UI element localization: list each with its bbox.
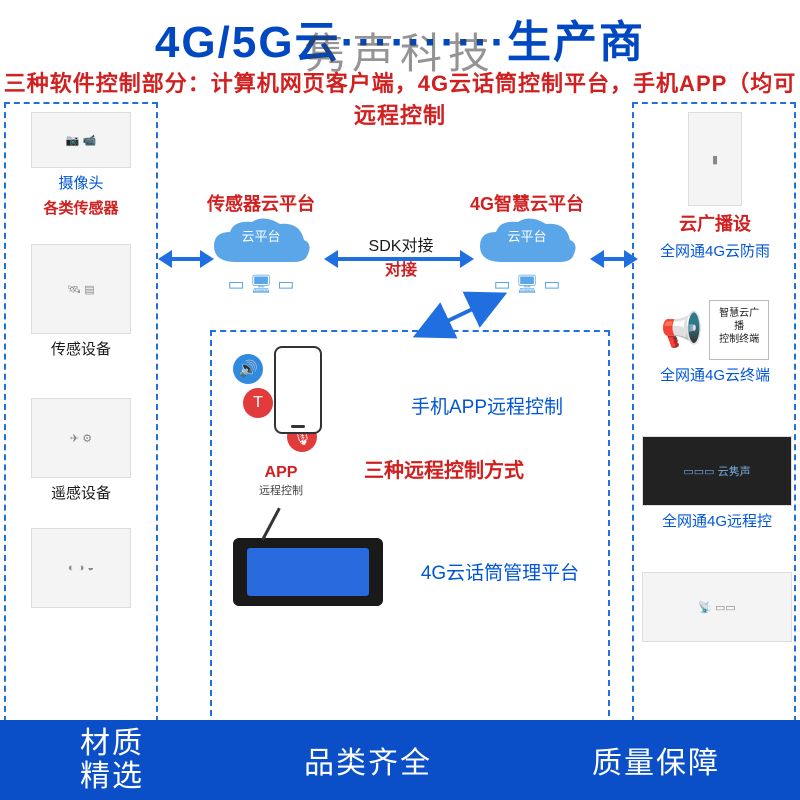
misc-sensor-node: ◐ ◑ ◒ (10, 528, 152, 608)
cloud-devices-icon: ▭ 🖥 ▭ (196, 274, 326, 295)
footer-right: 质量保障 (592, 738, 720, 782)
control-methods-node: 三种远程控制方式 (324, 450, 564, 483)
mic-platform-label-node: 4G云话筒管理平台 (400, 554, 600, 585)
remote-ctrl-label: 全网通4G远程控 (640, 510, 794, 531)
control-methods: 三种远程控制方式 (324, 454, 564, 483)
phone-icon (274, 346, 322, 434)
main-title: 4G/5G云··········生产商 (20, 6, 780, 70)
broadcast-label: 云广播设 (640, 210, 790, 236)
rack-device-icon: ▭▭▭ 云隽声 (642, 436, 792, 506)
sensor-cloud-text: 云平台 (206, 226, 316, 245)
phone-node (268, 346, 328, 438)
sensor-cloud-icon: 云平台 (206, 216, 316, 274)
sensor-cloud-node: 传感器云平台 云平台 ▭ 🖥 ▭ (196, 186, 326, 295)
sensors-label: 各类传感器 (10, 197, 152, 218)
terminal-box-icon: 智慧云广播 控制终端 (709, 300, 769, 360)
drone-icon: ✈ ⚙ (31, 398, 131, 478)
diagram-canvas: 📷 📹 摄像头 各类传感器 🛰 ▤ 传感设备 ✈ ⚙ 遥感设备 ◐ ◑ ◒ 传感… (0, 98, 800, 730)
app-icon-1: 🔊 (233, 354, 263, 384)
sensor-device-node: 🛰 ▤ 传感设备 (10, 244, 152, 359)
broadcast-icon: ▮ (688, 112, 742, 206)
footer-bar: 材质 精选 品类齐全 质量保障 (0, 720, 800, 800)
camera-node: 📷 📹 摄像头 各类传感器 (10, 112, 152, 218)
arrow-l1-right (200, 250, 214, 268)
camera-label: 摄像头 (10, 172, 152, 193)
footer-mid: 品类齐全 (304, 738, 432, 782)
sensor-cloud-title: 传感器云平台 (196, 190, 326, 216)
arrow-c-right (460, 250, 474, 268)
speaker1-label: 全网通4G云防雨 (640, 240, 790, 261)
terminal-node: 📢 智慧云广播 控制终端 全网通4G云终端 (640, 300, 790, 385)
sdk-top: SDK对接 (356, 232, 446, 256)
misc-sensor-icon: ◐ ◑ ◒ (31, 528, 131, 608)
remote-sense-node: ✈ ⚙ 遥感设备 (10, 398, 152, 503)
app-small-label-wrap: APP 远程控制 (226, 460, 336, 498)
footer-left: 材质 精选 (80, 727, 144, 793)
arrow-c (336, 257, 462, 261)
smart-cloud-icon: 云平台 (472, 216, 582, 274)
sensor-device-icon: 🛰 ▤ (31, 244, 131, 334)
mic-platform-label: 4G云话筒管理平台 (400, 558, 600, 585)
app-sub-label: 远程控制 (226, 482, 336, 498)
cloud-devices2-icon: ▭ 🖥 ▭ (462, 274, 592, 295)
smart-cloud-node: 4G智慧云平台 云平台 ▭ 🖥 ▭ (462, 186, 592, 295)
mic-platform-node (228, 538, 388, 606)
device4-icon: 📡 ▭▭ (642, 572, 792, 642)
device4-node: 📡 ▭▭ (640, 572, 794, 642)
terminal-label: 全网通4G云终端 (640, 364, 790, 385)
remote-sense-label: 遥感设备 (10, 482, 152, 503)
app-label-node: 手机APP远程控制 (382, 388, 592, 419)
camera-icon: 📷 📹 (31, 112, 131, 168)
horn-icon: 📢 (661, 310, 703, 350)
app-label: 手机APP远程控制 (382, 392, 592, 419)
arrow-l1 (170, 257, 202, 261)
smart-cloud-text: 云平台 (472, 226, 582, 245)
app-small-label: APP (226, 464, 336, 482)
sdk-label: SDK对接 对接 (356, 232, 446, 280)
remote-ctrl-node: ▭▭▭ 云隽声 全网通4G远程控 (640, 436, 794, 531)
smart-cloud-title: 4G智慧云平台 (462, 190, 592, 216)
broadcast-node: ▮ 云广播设 全网通4G云防雨 (640, 112, 790, 261)
arrow-r1-right (624, 250, 638, 268)
arrow-r1 (602, 257, 626, 261)
mic-device-icon (233, 538, 383, 606)
sensor-device-label: 传感设备 (10, 338, 152, 359)
